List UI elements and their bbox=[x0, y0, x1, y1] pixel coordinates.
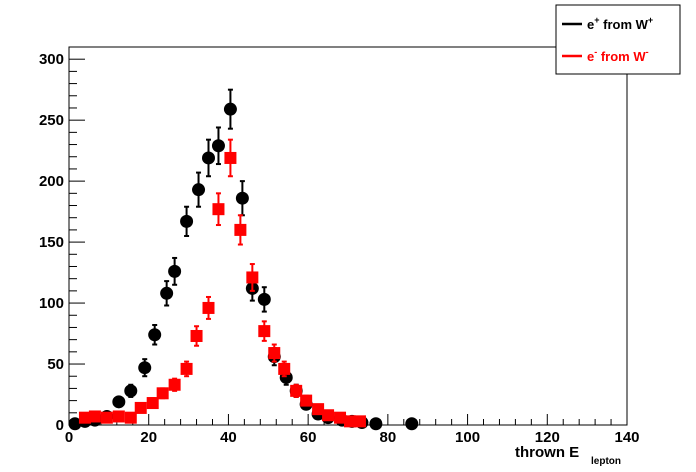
y-tick-label: 200 bbox=[39, 173, 64, 190]
x-tick-label: 40 bbox=[220, 429, 237, 446]
data-point bbox=[223, 102, 237, 116]
data-point bbox=[160, 286, 174, 300]
series-layer bbox=[68, 88, 419, 431]
y-tick-label: 50 bbox=[47, 356, 64, 373]
data-point bbox=[138, 361, 152, 375]
series-e-minus bbox=[78, 138, 366, 428]
x-axis-title: thrown E bbox=[515, 444, 579, 461]
data-point bbox=[334, 411, 347, 424]
x-tick-label: 120 bbox=[535, 429, 560, 446]
data-point bbox=[146, 397, 159, 410]
data-point bbox=[68, 417, 82, 431]
data-point bbox=[180, 362, 193, 375]
data-point bbox=[112, 395, 126, 409]
y-tick-label: 250 bbox=[39, 112, 64, 129]
data-point bbox=[290, 384, 303, 397]
data-point bbox=[134, 401, 147, 414]
data-point bbox=[168, 264, 182, 278]
data-point bbox=[88, 410, 101, 423]
data-point bbox=[322, 409, 335, 422]
data-point bbox=[180, 214, 194, 228]
data-point bbox=[369, 417, 383, 431]
legend-label-e-plus: e+ from W+ bbox=[587, 15, 653, 32]
x-tick-label: 0 bbox=[65, 429, 73, 446]
data-point bbox=[168, 378, 181, 391]
x-axis-title-subscript: lepton bbox=[591, 456, 621, 467]
data-point bbox=[202, 151, 215, 165]
y-tick-label: 150 bbox=[39, 234, 64, 251]
legend-label-e-minus: e- from W- bbox=[587, 47, 649, 64]
data-point bbox=[312, 403, 325, 416]
data-point bbox=[343, 415, 356, 428]
data-point bbox=[211, 139, 225, 153]
data-point bbox=[268, 347, 281, 360]
data-point bbox=[405, 417, 419, 431]
data-point bbox=[124, 411, 137, 424]
data-point bbox=[278, 362, 291, 375]
data-point bbox=[202, 301, 215, 314]
data-point bbox=[148, 328, 162, 342]
data-point bbox=[353, 415, 366, 428]
y-tick-label: 300 bbox=[39, 51, 64, 68]
data-point bbox=[257, 292, 271, 306]
series-e-plus bbox=[68, 88, 419, 431]
data-point bbox=[192, 183, 206, 197]
data-point bbox=[100, 411, 113, 424]
legend-box bbox=[555, 4, 681, 75]
y-tick-label: 100 bbox=[39, 295, 64, 312]
plot-frame bbox=[68, 46, 628, 426]
y-tick-label: 0 bbox=[56, 417, 64, 434]
data-point bbox=[212, 203, 225, 216]
data-point bbox=[156, 387, 169, 400]
data-point bbox=[258, 325, 271, 338]
data-point bbox=[124, 384, 138, 398]
data-point bbox=[235, 191, 249, 205]
data-point bbox=[190, 329, 203, 342]
x-tick-label: 60 bbox=[300, 429, 317, 446]
data-point bbox=[234, 223, 247, 236]
x-tick-label: 140 bbox=[614, 429, 639, 446]
data-point bbox=[300, 394, 313, 407]
data-point bbox=[246, 271, 259, 284]
data-point bbox=[78, 411, 91, 424]
x-tick-label: 100 bbox=[455, 429, 480, 446]
x-tick-label: 80 bbox=[380, 429, 397, 446]
data-point bbox=[112, 410, 125, 423]
legend: e+ from W+ e- from W- bbox=[555, 4, 681, 75]
x-tick-label: 20 bbox=[140, 429, 157, 446]
data-point bbox=[224, 151, 237, 164]
